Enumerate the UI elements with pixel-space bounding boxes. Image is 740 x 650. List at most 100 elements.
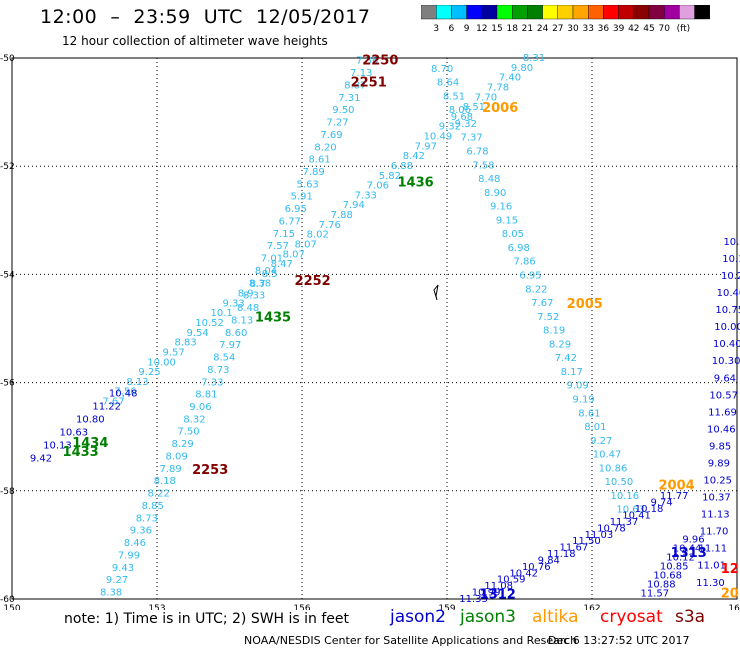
swh-value: 9.50	[332, 105, 354, 116]
swh-value: 9.42	[30, 453, 52, 464]
swh-value: 8.13	[126, 377, 148, 388]
colorbar-label: 21	[522, 24, 533, 34]
swh-value: 7.15	[273, 229, 295, 240]
swh-value: 8.38	[100, 588, 122, 599]
pass-label: 2253	[192, 463, 228, 478]
swh-value: 10.75	[715, 305, 740, 316]
swh-value: 10.63	[616, 505, 645, 516]
swh-value: 8.73	[207, 365, 229, 376]
swh-value: 8.29	[171, 439, 193, 450]
page-subtitle: 12 hour collection of altimeter wave hei…	[62, 34, 328, 48]
swh-value: 8.38	[249, 278, 271, 289]
swh-value: 9.32	[455, 119, 477, 130]
swh-value: 8.70	[431, 64, 453, 75]
x-tick-label: 159	[438, 604, 455, 610]
swh-value: 11.30	[696, 578, 725, 589]
swh-value: 9.33	[223, 298, 245, 309]
swh-value: 8.17	[561, 367, 583, 378]
swh-value: 10.99	[472, 588, 501, 599]
swh-value: 8.90	[484, 188, 506, 199]
swh-value: 8.7	[250, 279, 266, 290]
swh-value: 5.91	[291, 192, 313, 203]
swh-value: 11.03	[585, 530, 614, 541]
colorbar-label: 39	[613, 24, 625, 34]
pass-label: 2006	[482, 101, 518, 116]
swh-value: 9.09	[567, 381, 589, 392]
swh-value: 8.48	[237, 303, 259, 314]
swh-value: 10.42	[509, 568, 538, 579]
legend-jason2: jason2	[390, 607, 446, 627]
swh-value: 9.54	[186, 328, 208, 339]
swh-value: 10.86	[599, 463, 628, 474]
x-tick-label: 165	[728, 604, 740, 610]
swh-value: 9.15	[496, 215, 518, 226]
swh-value: 5.63	[297, 179, 319, 190]
swh-value: 9.74	[650, 498, 672, 509]
map-frame	[11, 57, 738, 600]
swh-value: 9.27	[106, 575, 128, 586]
swh-value: 10.16	[610, 491, 639, 502]
pass-label: 1313	[671, 546, 707, 561]
swh-value: 8.73	[136, 513, 158, 524]
swh-value: 6.78	[466, 146, 488, 157]
swh-value: 10.63	[60, 427, 89, 438]
swh-value: 7.57	[267, 241, 289, 252]
colorbar-swatch	[694, 5, 711, 20]
swh-value: 10.4	[723, 237, 740, 248]
swh-value: 10.80	[76, 414, 105, 425]
swh-value: 9.25	[138, 367, 160, 378]
swh-value: 7.78	[487, 82, 509, 93]
swh-value: 10.44	[673, 544, 702, 555]
swh-value: 8.01	[584, 422, 606, 433]
colorbar-label: 42	[628, 24, 639, 34]
swh-value: 6.88	[391, 161, 413, 172]
pass-label: 1435	[255, 311, 291, 326]
swh-value: 8.9	[238, 289, 254, 300]
colorbar-label: (ft)	[677, 24, 691, 34]
swh-value: 8.22	[525, 284, 547, 295]
generated-timestamp: Dec 6 13:27:52 UTC 2017	[548, 634, 690, 647]
swh-value: 7.69	[320, 130, 342, 141]
colorbar-label: 3	[433, 24, 439, 34]
pass-label: 1433	[63, 445, 99, 460]
y-tick-label: -50	[0, 54, 15, 64]
pass-label: 2251	[351, 75, 387, 90]
swh-value: 8.31	[523, 53, 545, 64]
swh-value: 7.89	[160, 464, 182, 475]
swh-value: 8.13	[231, 315, 253, 326]
swh-value: 8.42	[403, 151, 425, 162]
swh-value: 8.61	[308, 155, 330, 166]
swh-value: 7.33	[201, 377, 223, 388]
swh-value: 10.78	[597, 523, 626, 534]
swh-value: 9.19	[572, 395, 594, 406]
swh-value: 6.95	[285, 204, 307, 215]
legend-cryosat: cryosat	[600, 607, 663, 627]
x-tick-label: 162	[583, 604, 600, 610]
swh-value: 10.50	[605, 477, 634, 488]
colorbar-label: 30	[567, 24, 579, 34]
swh-value: 11.11	[699, 544, 728, 555]
swh-value: 10.68	[653, 571, 682, 582]
swh-value: 8.54	[213, 353, 235, 364]
swh-value: 9.36	[130, 526, 152, 537]
swh-value: 8.51	[463, 102, 485, 113]
swh-value: 11.18	[547, 549, 576, 560]
swh-value: 8.32	[183, 414, 205, 425]
swh-value: 9.57	[162, 347, 184, 358]
colorbar-label: 70	[658, 24, 670, 34]
swh-value: 10.30	[712, 356, 740, 367]
swh-value: 9.64	[714, 373, 736, 384]
color-scale-legend: 3 6 9 12 15 18 21 24 27 30 33 36 39 42 45 70 (ft)	[421, 5, 711, 34]
swh-value: 7.31	[338, 93, 360, 104]
swh-value: 7.94	[343, 200, 365, 211]
y-tick-label: -52	[0, 162, 15, 172]
swh-value: 8.05	[502, 229, 524, 240]
swh-value: 7.86	[514, 257, 536, 268]
colorbar-label: 27	[552, 24, 563, 34]
colorbar-label: 12	[476, 24, 487, 34]
swh-value: 8.18	[154, 476, 176, 487]
swh-value: 6.98	[508, 243, 530, 254]
swh-value: 8.87	[344, 80, 366, 91]
colorbar-label: 9	[464, 24, 470, 34]
swh-value: 8.60	[225, 328, 247, 339]
